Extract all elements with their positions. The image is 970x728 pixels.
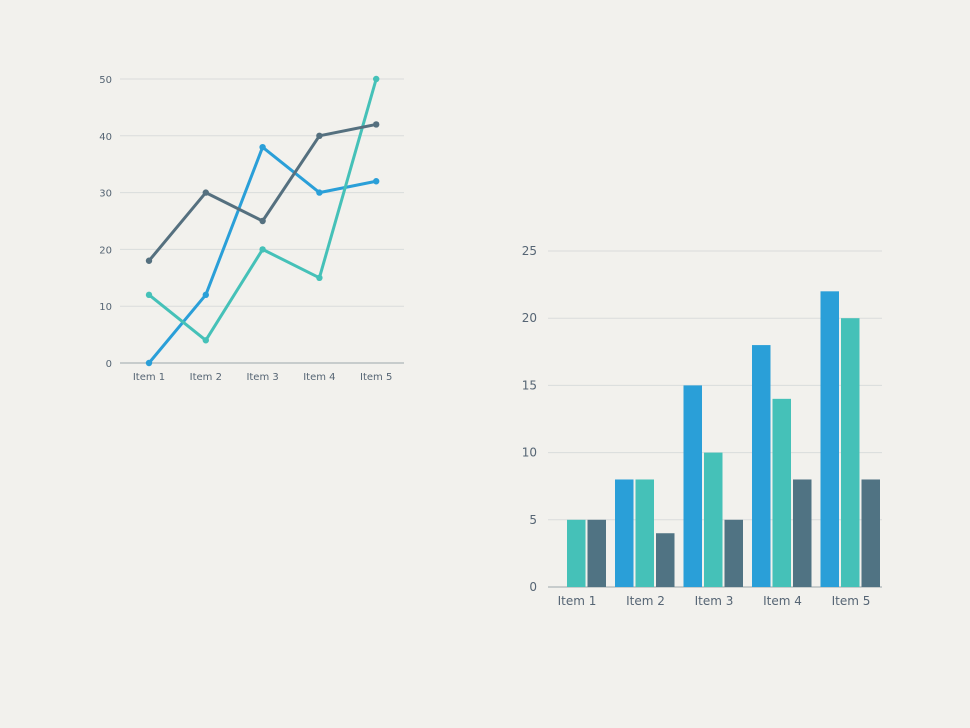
bar-x-tick-label: Item 3 [695,594,734,608]
bar-series-2 [635,479,654,587]
bar-series-3 [793,479,812,587]
bar-x-tick-label: Item 4 [763,594,802,608]
line-y-tick-label: 0 [106,359,112,370]
line-x-tick-label: Item 3 [246,372,278,383]
line-series-2 [147,77,378,342]
bar-series-2 [704,452,723,587]
line-x-tick-label: Item 1 [133,372,165,383]
bar-y-tick-label: 15 [522,378,537,392]
bar-series-1 [752,345,771,587]
bar-series-1 [615,479,634,587]
bar-series-2 [772,398,791,587]
bar-series-1 [683,385,702,587]
line-chart: 0 10 20 30 40 50 Item 1 Item 2 Item 3 Item 4 Item … [99,75,404,383]
line-x-tick-label: Item 4 [303,372,335,383]
bar-series-3 [724,519,743,587]
bar-x-tick-label: Item 2 [626,594,665,608]
line-point-series-2 [202,337,209,344]
line-point-series-1 [202,291,209,299]
line-series-1 [147,145,378,365]
line-point-series-3 [202,189,209,196]
line-y-tick-label: 50 [99,75,112,86]
bar-x-tick-label: Item 1 [558,594,597,608]
bar-x-tick-label: Item 5 [832,594,871,608]
line-y-tick-label: 30 [99,189,112,200]
line-point-series-2 [373,75,380,83]
bar-series-3 [861,479,880,587]
bar-series-2 [841,318,860,587]
bar-y-tick-label: 20 [522,311,537,325]
bar-chart: 0 5 10 15 20 25 Item 1 Item 2 Item 3 Item 4 Item 5 [522,244,882,608]
line-point-series-2 [316,274,323,281]
bar-series-3 [587,519,606,587]
line-point-series-1 [259,143,266,151]
line-point-series-1 [373,178,380,185]
line-point-series-1 [145,359,153,367]
line-point-series-2 [145,291,153,299]
line-point-series-3 [145,257,153,264]
line-y-tick-label: 10 [99,302,112,313]
line-x-tick-label: Item 5 [360,372,392,383]
line-point-series-1 [316,189,323,196]
bar-series-3 [656,533,675,587]
bar-y-tick-label: 5 [529,513,537,527]
bar-y-tick-label: 25 [522,244,537,258]
line-point-series-2 [259,246,266,253]
line-x-tick-label: Item 2 [190,372,222,383]
line-point-series-3 [316,132,323,139]
bar-y-tick-label: 0 [529,580,537,594]
line-point-series-3 [259,217,266,225]
line-y-tick-label: 40 [99,132,112,143]
bar-y-tick-label: 10 [522,446,537,460]
line-y-tick-label: 20 [99,245,112,256]
bar-series-1 [820,291,839,587]
bar-series-2 [567,519,586,587]
line-point-series-3 [373,121,380,128]
